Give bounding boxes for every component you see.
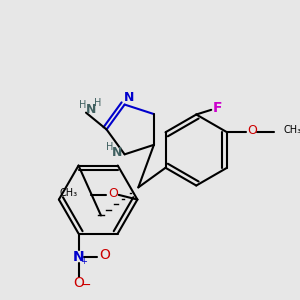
Text: N: N — [73, 250, 84, 264]
Text: H: H — [106, 142, 113, 152]
Text: H: H — [94, 98, 102, 108]
Text: CH₃: CH₃ — [283, 125, 300, 135]
Text: −: − — [81, 278, 91, 291]
Text: O: O — [108, 187, 118, 200]
Text: H: H — [80, 100, 87, 110]
Text: N: N — [124, 91, 134, 103]
Text: N: N — [85, 103, 96, 116]
Text: +: + — [80, 257, 87, 266]
Text: O: O — [73, 276, 84, 290]
Text: O: O — [99, 248, 110, 262]
Text: CH₃: CH₃ — [59, 188, 78, 198]
Text: O: O — [247, 124, 257, 137]
Text: N: N — [112, 146, 122, 159]
Text: F: F — [213, 101, 223, 115]
